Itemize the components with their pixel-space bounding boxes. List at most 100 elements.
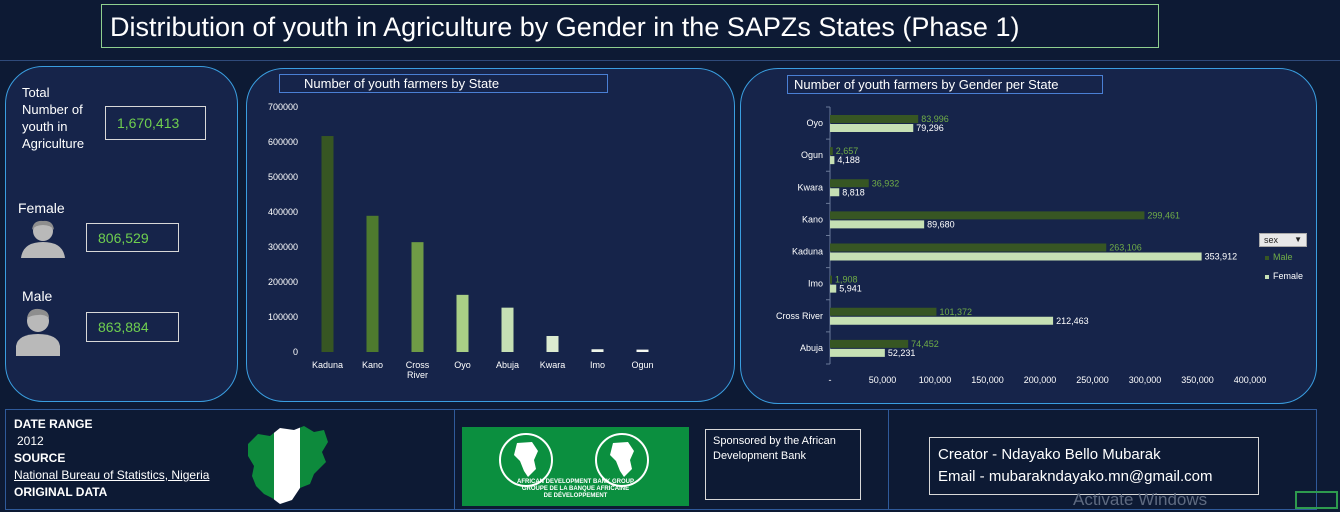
source-label: SOURCE — [14, 451, 66, 465]
data-label-female: 89,680 — [927, 219, 955, 229]
legend-title: sex — [1264, 235, 1279, 245]
date-range-value: 2012 — [17, 434, 44, 448]
female-user-icon — [21, 220, 65, 258]
y-tick-label: Kano — [802, 214, 823, 224]
footer-divider-1 — [454, 409, 455, 510]
bar-female-cross-river — [830, 316, 1054, 325]
legend-swatch-female — [1265, 275, 1269, 279]
afdb-logo-text-en: AFRICAN DEVELOPMENT BANK GROUP — [516, 479, 634, 485]
bar-female-kano — [830, 220, 925, 229]
data-label-female: 4,188 — [837, 155, 860, 165]
data-label-female: 79,296 — [916, 123, 944, 133]
y-tick-label: 100000 — [268, 312, 298, 322]
female-label: Female — [18, 200, 65, 216]
header-divider — [0, 60, 1340, 61]
legend-filter-dropdown[interactable]: sex ▼ — [1259, 233, 1307, 247]
bar-female-kaduna — [830, 252, 1202, 261]
legend-swatch-male — [1265, 256, 1269, 260]
bar-male-imo — [830, 275, 833, 284]
data-label-female: 52,231 — [888, 348, 916, 358]
x-tick-label: 300,000 — [1129, 375, 1162, 385]
bar-male-kwara — [830, 179, 869, 188]
gender-chart-title: Number of youth farmers by Gender per St… — [787, 75, 1103, 94]
y-tick-label: 400000 — [268, 207, 298, 217]
data-label-female: 212,463 — [1056, 316, 1089, 326]
data-label-female: 8,818 — [842, 187, 865, 197]
x-tick-label: Ogun — [631, 360, 653, 370]
bar-kwara — [546, 335, 559, 352]
legend-item-male: Male — [1265, 252, 1293, 262]
x-tick-label: 50,000 — [869, 375, 897, 385]
africa-globe-icon — [499, 433, 649, 487]
data-label-male: 74,452 — [911, 339, 939, 349]
source-link[interactable]: National Bureau of Statistics, Nigeria — [14, 468, 210, 482]
x-tick-label: Oyo — [454, 360, 471, 370]
data-label-female: 5,941 — [839, 284, 862, 294]
bar-kano — [366, 215, 379, 352]
male-value-box: 863,884 — [86, 312, 179, 342]
x-tick-label: Abuja — [496, 360, 519, 370]
data-label-female: 353,912 — [1205, 252, 1238, 262]
male-label: Male — [22, 288, 53, 304]
afdb-logo: AFRICAN DEVELOPMENT BANK GROUP GROUPE DE… — [462, 427, 689, 506]
y-tick-label: Abuja — [800, 343, 823, 353]
chevron-down-icon: ▼ — [1294, 235, 1302, 244]
y-tick-label: 500000 — [268, 172, 298, 182]
legend-label-male: Male — [1273, 252, 1293, 262]
data-label-male: 83,996 — [921, 114, 949, 124]
x-tick-label: 200,000 — [1024, 375, 1057, 385]
total-label: Total Number of youth in Agriculture — [22, 85, 85, 151]
bar-male-ogun — [830, 147, 833, 156]
selected-cell[interactable] — [1295, 491, 1338, 509]
male-user-icon — [16, 308, 60, 356]
afdb-logo-text-fr-2: DE DÉVELOPPEMENT — [543, 493, 608, 499]
afdb-logo-text-fr: GROUPE DE LA BANQUE AFRICAINE — [521, 486, 630, 492]
y-tick-label: Oyo — [806, 118, 823, 128]
bar-abuja — [501, 307, 514, 352]
x-tick-label: Cross — [406, 360, 430, 370]
bar-kaduna — [321, 136, 334, 352]
data-label-male: 101,372 — [939, 307, 972, 317]
y-tick-label: 600000 — [268, 137, 298, 147]
bar-female-oyo — [830, 124, 914, 132]
y-tick-label: Kaduna — [792, 247, 823, 257]
y-tick-label: Ogun — [801, 150, 823, 160]
date-range-label: DATE RANGE — [14, 417, 93, 431]
state-bar-chart: 0 100000 200000 300000 400000 500000 600000 700… — [268, 102, 654, 380]
footer-bar — [5, 409, 1317, 510]
x-tick-label: 350,000 — [1181, 375, 1214, 385]
x-tick-label: 150,000 — [971, 375, 1004, 385]
data-label-male: 263,106 — [1109, 243, 1142, 253]
bar-male-oyo — [830, 115, 919, 123]
legend-label-female: Female — [1273, 271, 1304, 281]
y-tick-label: 300000 — [268, 242, 298, 252]
creator-name: Creator - Ndayako Bello Mubarak — [938, 446, 1161, 463]
dashboard-title: Distribution of youth in Agriculture by … — [101, 4, 1159, 48]
creator-email[interactable]: Email - mubarakndayako.mn@gmail.com — [938, 468, 1213, 485]
x-tick-label: Kwara — [540, 360, 566, 370]
x-tick-label: 100,000 — [919, 375, 952, 385]
x-tick-label: Kaduna — [312, 360, 343, 370]
legend-item-female: Female — [1265, 271, 1303, 281]
state-chart-title: Number of youth farmers by State — [279, 74, 608, 93]
data-label-male: 2,657 — [836, 146, 859, 156]
female-value-box: 806,529 — [86, 223, 179, 252]
original-data-label: ORIGINAL DATA — [14, 485, 108, 499]
bar-oyo — [456, 294, 469, 352]
x-tick-label: River — [407, 370, 428, 380]
bar-male-cross-river — [830, 307, 937, 316]
bar-male-kaduna — [830, 243, 1107, 252]
nigeria-flag-map-icon — [248, 426, 328, 504]
bar-imo — [591, 349, 604, 352]
bar-male-abuja — [830, 339, 909, 348]
x-tick-label: 400,000 — [1234, 375, 1267, 385]
bar-female-abuja — [830, 348, 885, 357]
footer-divider-2 — [888, 409, 889, 510]
data-label-male: 1,908 — [835, 275, 858, 285]
x-tick-label: - — [829, 375, 832, 385]
bar-cross-river — [411, 242, 424, 352]
bar-female-kwara — [830, 188, 840, 197]
bar-male-kano — [830, 211, 1145, 220]
bar-ogun — [636, 349, 649, 352]
